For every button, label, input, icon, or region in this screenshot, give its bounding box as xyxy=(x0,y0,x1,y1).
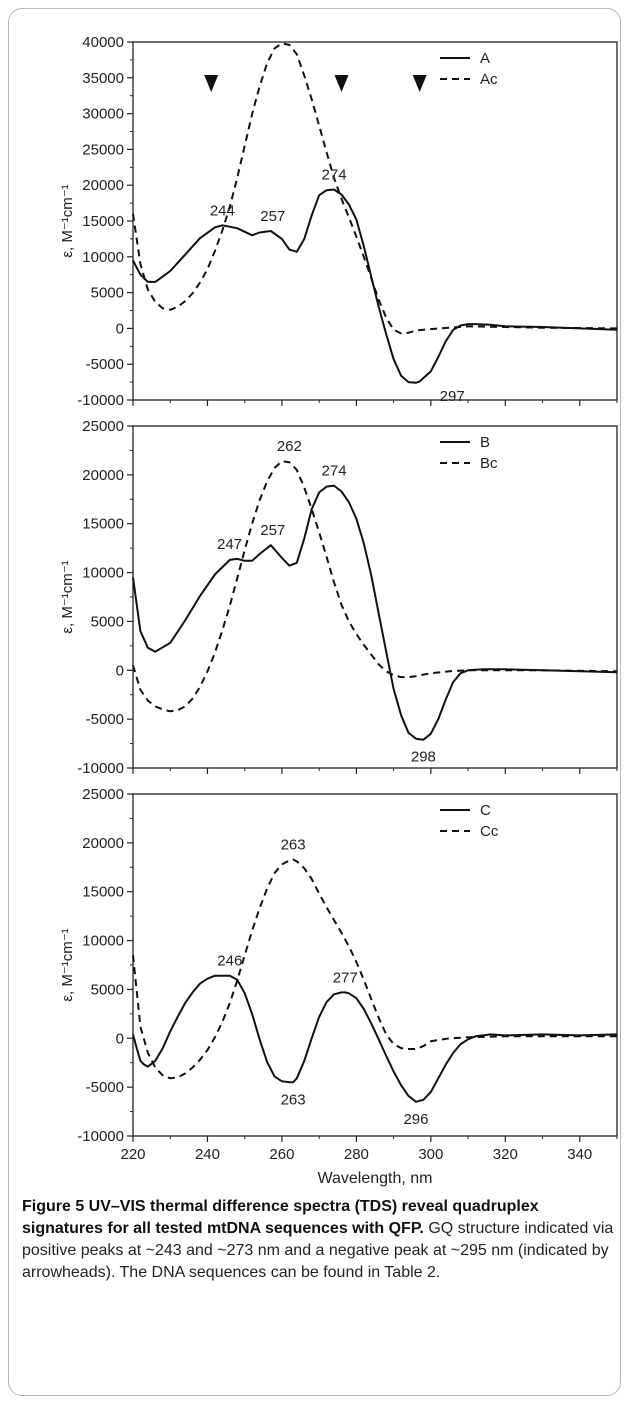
peak-label: 246 xyxy=(217,953,242,970)
figure-frame xyxy=(8,8,621,1396)
y-tick-label: 10000 xyxy=(82,933,124,950)
legend-label-C: C xyxy=(480,802,491,819)
y-tick-label: -10000 xyxy=(77,392,124,409)
x-tick-label: 280 xyxy=(344,1146,369,1163)
y-tick-label: 40000 xyxy=(82,34,124,51)
y-tick-label: 15000 xyxy=(82,884,124,901)
caption-title: Figure 5 UV–VIS thermal difference spect… xyxy=(22,1198,539,1237)
y-tick-label: 25000 xyxy=(82,786,124,803)
peak-label: 244 xyxy=(210,202,235,219)
y-axis-label: ε, M⁻¹cm⁻¹ xyxy=(59,560,76,633)
x-tick-label: 320 xyxy=(493,1146,518,1163)
y-tick-label: 10000 xyxy=(82,249,124,266)
panel-1: -10000 -5000 0 5000 10000 15000 20000 25000 3000… xyxy=(59,34,618,409)
y-tick-label: -5000 xyxy=(86,711,124,728)
peak-label: 262 xyxy=(277,438,302,455)
figure-5-panels: -10000-500005000100001500020000250003000… xyxy=(59,34,618,1187)
y-tick-label: 0 xyxy=(116,1030,124,1047)
panel-2: -10000 -5000 0 5000 10000 15000 20000 25000 ε, M… xyxy=(59,418,618,777)
y-tick-label: 15000 xyxy=(82,516,124,533)
y-tick-label: 20000 xyxy=(82,835,124,852)
y-axis-label: ε, M⁻¹cm⁻¹ xyxy=(59,928,76,1001)
y-axis-label: ε, M⁻¹cm⁻¹ xyxy=(59,184,76,257)
x-tick-label: 260 xyxy=(269,1146,294,1163)
series-line-Ac xyxy=(132,42,618,335)
peak-label: 263 xyxy=(281,1091,306,1108)
y-tick-label: 0 xyxy=(116,662,124,679)
series-line-A xyxy=(132,188,618,384)
series-line-Bc xyxy=(132,460,618,713)
peak-label: 277 xyxy=(333,969,358,986)
y-tick-label: -5000 xyxy=(86,356,124,373)
plot-frame xyxy=(132,41,618,401)
y-tick-label: 10000 xyxy=(82,565,124,582)
legend-label-Ac: Ac xyxy=(480,71,498,88)
x-tick-label: 300 xyxy=(418,1146,443,1163)
peak-label: 297 xyxy=(440,388,465,405)
x-tick-label: 220 xyxy=(120,1146,145,1163)
y-tick-label: -5000 xyxy=(86,1079,124,1096)
arrowhead-marker xyxy=(412,75,427,92)
y-tick-label: 35000 xyxy=(82,70,124,87)
y-tick-label: 5000 xyxy=(91,613,124,630)
x-tick-label: 240 xyxy=(195,1146,220,1163)
caption-body: GQ structure indicated via positive peak… xyxy=(22,1220,614,1281)
peak-label: 263 xyxy=(281,836,306,853)
series-line-C xyxy=(132,974,618,1103)
arrowhead-marker xyxy=(334,75,349,92)
peak-label: 257 xyxy=(260,522,285,539)
peak-label: 274 xyxy=(322,166,347,183)
legend-label-Bc: Bc xyxy=(480,455,498,472)
y-tick-label: 20000 xyxy=(82,467,124,484)
y-tick-label: 15000 xyxy=(82,213,124,230)
x-axis-label: Wavelength, nm xyxy=(317,1170,432,1187)
peak-label: 298 xyxy=(411,749,436,766)
peak-label: 274 xyxy=(322,463,347,480)
y-tick-label: -10000 xyxy=(77,760,124,777)
peak-label: 247 xyxy=(217,536,242,553)
y-tick-label: 25000 xyxy=(82,141,124,158)
y-tick-label: 0 xyxy=(116,320,124,337)
legend-label-Cc: Cc xyxy=(480,823,499,840)
y-tick-label: 30000 xyxy=(82,106,124,123)
y-tick-label: 25000 xyxy=(82,418,124,435)
series-line-B xyxy=(132,484,618,741)
x-tick-label: 340 xyxy=(567,1146,592,1163)
panel-3: -10000 -5000 0 5000 10000 15000 20000 25000 220 2… xyxy=(59,786,618,1187)
peak-label: 257 xyxy=(260,208,285,225)
series-line-Cc xyxy=(132,858,617,1080)
legend-label-A: A xyxy=(480,50,490,67)
y-tick-label: 5000 xyxy=(91,285,124,302)
arrowhead-marker xyxy=(204,75,219,92)
y-tick-label: 5000 xyxy=(91,981,124,998)
figure-caption: Figure 5 UV–VIS thermal difference spect… xyxy=(22,1196,614,1284)
peak-label: 296 xyxy=(403,1111,428,1128)
legend-label-B: B xyxy=(480,434,490,451)
plot-frame xyxy=(132,793,618,1137)
y-tick-label: 20000 xyxy=(82,177,124,194)
y-tick-label: -10000 xyxy=(77,1128,124,1145)
